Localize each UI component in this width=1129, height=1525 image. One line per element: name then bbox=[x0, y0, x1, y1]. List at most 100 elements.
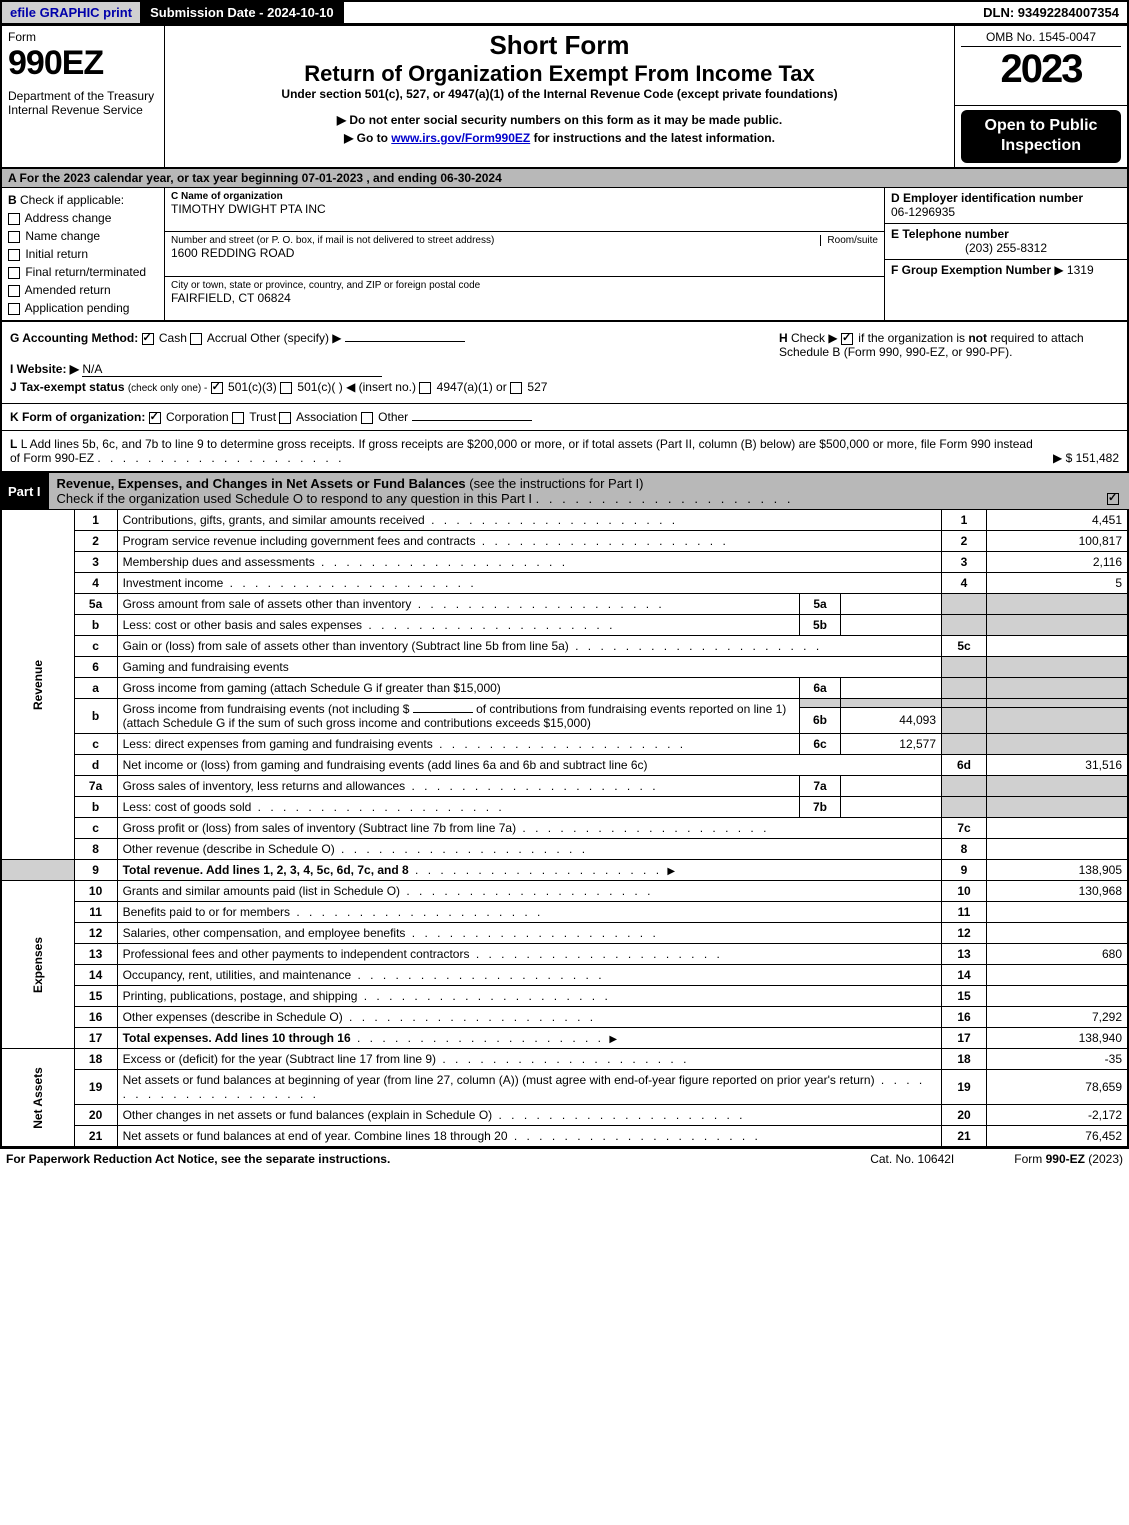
desc-20: Other changes in net assets or fund bala… bbox=[123, 1108, 493, 1122]
num-5c: 5c bbox=[942, 636, 987, 657]
ln-5b: b bbox=[74, 615, 117, 636]
chk-schedule-o[interactable] bbox=[1107, 493, 1119, 505]
i-label: I Website: ▶ bbox=[10, 362, 79, 376]
amt-4: 5 bbox=[987, 573, 1129, 594]
ln-17: 17 bbox=[74, 1028, 117, 1049]
amt-5a-grey bbox=[987, 594, 1129, 615]
chk-address-change[interactable] bbox=[8, 213, 20, 225]
e-label: E Telephone number bbox=[891, 227, 1009, 241]
subnum-6a: 6a bbox=[800, 678, 841, 699]
desc-11: Benefits paid to or for members bbox=[123, 905, 290, 919]
part-1-title: Revenue, Expenses, and Changes in Net As… bbox=[57, 476, 466, 491]
num-1: 1 bbox=[942, 510, 987, 531]
opt-cash: Cash bbox=[159, 331, 187, 345]
contrib-blank bbox=[413, 712, 473, 713]
amt-11 bbox=[987, 902, 1129, 923]
num-6a-grey bbox=[942, 678, 987, 699]
amt-5c bbox=[987, 636, 1129, 657]
num-21: 21 bbox=[942, 1126, 987, 1148]
gross-receipts-value: ▶ $ 151,482 bbox=[1043, 451, 1119, 465]
amt-7a-grey bbox=[987, 776, 1129, 797]
amt-7c bbox=[987, 818, 1129, 839]
chk-association[interactable] bbox=[279, 412, 291, 424]
chk-accrual[interactable] bbox=[190, 333, 202, 345]
desc-5b: Less: cost or other basis and sales expe… bbox=[123, 618, 362, 632]
ln-4: 4 bbox=[74, 573, 117, 594]
amt-6a-grey bbox=[987, 678, 1129, 699]
opt-initial-return: Initial return bbox=[25, 247, 88, 261]
opt-other-org: Other bbox=[378, 410, 408, 424]
amt-12 bbox=[987, 923, 1129, 944]
ln-7a: 7a bbox=[74, 776, 117, 797]
desc-6a: Gross income from gaming (attach Schedul… bbox=[123, 681, 501, 695]
num-6c-grey bbox=[942, 734, 987, 755]
chk-schedule-b[interactable] bbox=[841, 333, 853, 345]
num-16: 16 bbox=[942, 1007, 987, 1028]
subamt-6b: 44,093 bbox=[841, 707, 942, 733]
website-value: N/A bbox=[82, 362, 382, 377]
subnum-6b-top bbox=[800, 699, 841, 708]
part-1-check-line: Check if the organization used Schedule … bbox=[57, 491, 533, 506]
desc-6d: Net income or (loss) from gaming and fun… bbox=[123, 758, 648, 772]
c-label: C Name of organization bbox=[171, 191, 283, 202]
return-title: Return of Organization Exempt From Incom… bbox=[171, 61, 948, 87]
desc-19: Net assets or fund balances at beginning… bbox=[123, 1073, 875, 1087]
desc-7a: Gross sales of inventory, less returns a… bbox=[123, 779, 406, 793]
chk-trust[interactable] bbox=[232, 412, 244, 424]
chk-527[interactable] bbox=[510, 382, 522, 394]
subnum-7a: 7a bbox=[800, 776, 841, 797]
part-1-sub: (see the instructions for Part I) bbox=[469, 476, 643, 491]
desc-4: Investment income bbox=[123, 576, 224, 590]
chk-name-change[interactable] bbox=[8, 231, 20, 243]
amt-6c-grey bbox=[987, 734, 1129, 755]
chk-501c3[interactable] bbox=[211, 382, 223, 394]
chk-cash[interactable] bbox=[142, 333, 154, 345]
chk-initial-return[interactable] bbox=[8, 249, 20, 261]
department-label: Department of the Treasury Internal Reve… bbox=[8, 89, 158, 117]
ln-5c: c bbox=[74, 636, 117, 657]
ln-6a: a bbox=[74, 678, 117, 699]
num-9: 9 bbox=[942, 860, 987, 881]
amt-6d: 31,516 bbox=[987, 755, 1129, 776]
opt-final-return: Final return/terminated bbox=[25, 265, 146, 279]
street-address: 1600 REDDING ROAD bbox=[171, 246, 878, 260]
ln-14: 14 bbox=[74, 965, 117, 986]
opt-association: Association bbox=[296, 410, 357, 424]
footer-right-pre: Form bbox=[1014, 1152, 1045, 1166]
desc-15: Printing, publications, postage, and shi… bbox=[123, 989, 358, 1003]
ln-18: 18 bbox=[74, 1049, 117, 1070]
addr-label: Number and street (or P. O. box, if mail… bbox=[171, 235, 820, 246]
amt-10: 130,968 bbox=[987, 881, 1129, 902]
chk-501c[interactable] bbox=[280, 382, 292, 394]
amt-19: 78,659 bbox=[987, 1070, 1129, 1105]
chk-amended-return[interactable] bbox=[8, 285, 20, 297]
chk-application-pending[interactable] bbox=[8, 303, 20, 315]
desc-8: Other revenue (describe in Schedule O) bbox=[123, 842, 335, 856]
efile-print-button[interactable]: efile GRAPHIC print bbox=[2, 2, 142, 23]
subamt-6b-top bbox=[841, 699, 942, 708]
num-7b-grey bbox=[942, 797, 987, 818]
room-label: Room/suite bbox=[820, 235, 878, 246]
ln-21: 21 bbox=[74, 1126, 117, 1148]
num-8: 8 bbox=[942, 839, 987, 860]
arrow-icon-2 bbox=[607, 1031, 619, 1045]
desc-10: Grants and similar amounts paid (list in… bbox=[123, 884, 400, 898]
ln-1: 1 bbox=[74, 510, 117, 531]
irs-link[interactable]: www.irs.gov/Form990EZ bbox=[391, 131, 530, 145]
ln-15: 15 bbox=[74, 986, 117, 1007]
ein-value: 06-1296935 bbox=[891, 205, 955, 219]
desc-21: Net assets or fund balances at end of ye… bbox=[123, 1129, 508, 1143]
chk-corporation[interactable] bbox=[149, 412, 161, 424]
ln-6b: b bbox=[74, 699, 117, 734]
section-a-text: A For the 2023 calendar year, or tax yea… bbox=[8, 171, 502, 185]
amt-9: 138,905 bbox=[987, 860, 1129, 881]
amt-13: 680 bbox=[987, 944, 1129, 965]
opt-corporation: Corporation bbox=[166, 410, 229, 424]
part-1-header: Part I Revenue, Expenses, and Changes in… bbox=[0, 473, 1129, 509]
omb-number: OMB No. 1545-0047 bbox=[961, 30, 1121, 47]
amt-6b-grey bbox=[987, 699, 1129, 708]
chk-final-return[interactable] bbox=[8, 267, 20, 279]
chk-4947[interactable] bbox=[419, 382, 431, 394]
phone-value: (203) 255-8312 bbox=[891, 241, 1121, 255]
chk-other-org[interactable] bbox=[361, 412, 373, 424]
